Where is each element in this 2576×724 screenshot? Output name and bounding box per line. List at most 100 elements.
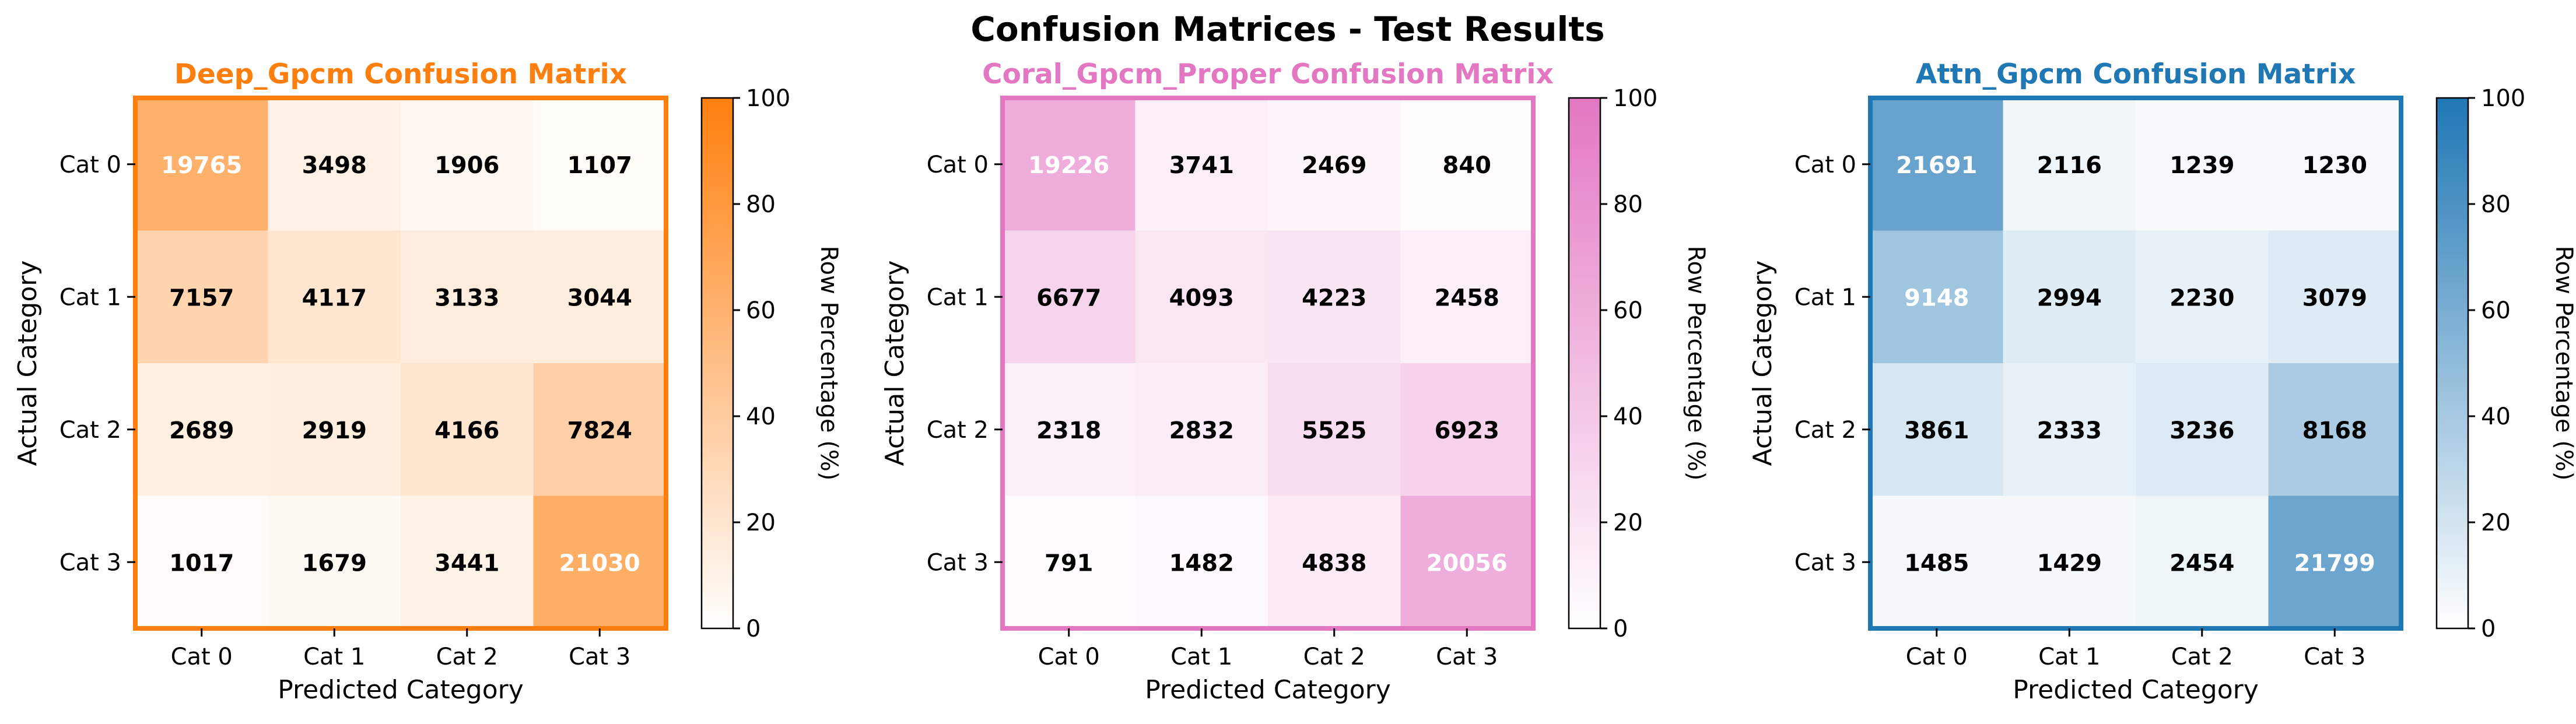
cell-value-label: 9148 [1904, 284, 1969, 311]
heatmap-cell [401, 363, 534, 496]
colorbar [1568, 97, 1601, 630]
colorbar-tick-label: 40 [1613, 403, 1643, 430]
y-axis-label: Actual Category [1748, 261, 1778, 466]
cell-value-label: 3741 [1169, 152, 1234, 179]
cell-value-label: 1679 [302, 550, 367, 577]
heatmap-cell [135, 98, 268, 231]
cell-value-label: 3044 [567, 284, 632, 311]
cell-value-label: 1230 [2302, 152, 2367, 179]
x-tick-label: Cat 2 [2171, 644, 2233, 670]
cell-value-label: 7157 [169, 284, 234, 311]
figure-title: Confusion Matrices - Test Results [970, 9, 1604, 49]
y-tick-label: Cat 1 [59, 284, 121, 311]
heatmap-cell [1400, 230, 1534, 364]
panel-title: Deep_Gpcm Confusion Matrix [174, 58, 627, 90]
heatmap-cell [1003, 98, 1135, 231]
cell-value-label: 1017 [169, 550, 234, 577]
x-tick-label: Cat 0 [1906, 644, 1968, 670]
heatmap-cell [2268, 495, 2402, 629]
colorbar-tick-label: 60 [746, 297, 776, 324]
heatmap-cell [2003, 98, 2136, 231]
y-tick-label: Cat 3 [1795, 549, 1856, 576]
panel-title: Coral_Gpcm_Proper Confusion Matrix [982, 58, 1554, 90]
heatmap-cell [1135, 230, 1268, 364]
y-tick-label: Cat 2 [1795, 417, 1856, 444]
cell-value-label: 2333 [2037, 417, 2102, 444]
cell-value-label: 21799 [2294, 550, 2375, 577]
cell-value-label: 1107 [567, 152, 632, 179]
colorbar-label: Row Percentage (%) [815, 246, 842, 481]
heatmap-cell [1400, 363, 1534, 496]
cell-value-label: 4223 [1302, 284, 1366, 311]
x-tick-label: Cat 2 [436, 644, 498, 670]
cell-value-label: 4838 [1302, 550, 1366, 577]
heatmap-cell [1268, 495, 1401, 629]
cell-value-label: 1239 [2170, 152, 2234, 179]
heatmap-cell [1268, 98, 1401, 231]
heatmap-cell [1135, 495, 1268, 629]
heatmap-cell [268, 230, 401, 364]
x-tick-label: Cat 3 [569, 644, 630, 670]
y-tick-label: Cat 1 [1795, 284, 1856, 311]
heatmap-cell [2136, 363, 2269, 496]
confusion-matrix-panel: Attn_Gpcm Confusion Matrix 21691 2116 1239 1… [1748, 58, 2576, 705]
heatmap-cell [268, 98, 401, 231]
heatmap-cell [1268, 363, 1401, 496]
heatmap-cell [2268, 230, 2402, 364]
heatmap-cell [2136, 230, 2269, 364]
panel-title: Attn_Gpcm Confusion Matrix [1916, 58, 2356, 90]
cell-value-label: 3079 [2302, 284, 2367, 311]
cell-value-label: 5525 [1302, 417, 1366, 444]
cell-value-label: 1429 [2037, 550, 2102, 577]
cell-value-label: 2689 [169, 417, 234, 444]
colorbar-tick-label: 60 [2481, 297, 2511, 324]
x-tick-label: Cat 3 [2304, 644, 2365, 670]
colorbar-tick-label: 80 [1613, 191, 1643, 218]
x-tick-label: Cat 3 [1436, 644, 1498, 670]
y-tick-label: Cat 0 [59, 152, 121, 178]
cell-value-label: 6923 [1435, 417, 1499, 444]
cell-value-label: 791 [1045, 550, 1094, 577]
x-tick-label: Cat 2 [1303, 644, 1365, 670]
cell-value-label: 7824 [567, 417, 632, 444]
cell-value-label: 2318 [1036, 417, 1101, 444]
cell-value-label: 2458 [1435, 284, 1499, 311]
x-tick-label: Cat 1 [1170, 644, 1232, 670]
x-tick-label: Cat 1 [2038, 644, 2100, 670]
cell-value-label: 19226 [1028, 152, 1109, 179]
colorbar-tick-label: 0 [1613, 616, 1628, 642]
cell-value-label: 2230 [2170, 284, 2234, 311]
heatmap-cell [1135, 363, 1268, 496]
heatmap-cell [135, 230, 268, 364]
heatmap-cell [2268, 98, 2402, 231]
heatmap-border [1868, 96, 2403, 631]
heatmap-cell [1135, 98, 1268, 231]
x-tick-label: Cat 1 [303, 644, 365, 670]
colorbar-tick-label: 20 [746, 509, 776, 536]
colorbar-tick-label: 40 [2481, 403, 2511, 430]
heatmap-cell [533, 363, 667, 496]
cell-value-label: 3133 [434, 284, 499, 311]
y-tick-label: Cat 1 [927, 284, 989, 311]
cell-value-label: 4093 [1169, 284, 1234, 311]
y-tick-label: Cat 0 [1795, 152, 1856, 178]
cell-value-label: 2919 [302, 417, 367, 444]
panels: Deep_Gpcm Confusion Matrix 19765 3498 1906 1… [13, 58, 2576, 705]
y-axis-label: Actual Category [13, 261, 43, 466]
colorbar-tick-label: 80 [2481, 191, 2511, 218]
cell-value-label: 2994 [2037, 284, 2102, 311]
y-tick-label: Cat 2 [59, 417, 121, 444]
x-tick-label: Cat 0 [171, 644, 233, 670]
colorbar [700, 97, 734, 630]
colorbar-tick-label: 100 [746, 85, 790, 112]
y-tick-label: Cat 3 [59, 549, 121, 576]
cell-value-label: 4117 [302, 284, 367, 311]
cell-value-label: 3441 [434, 550, 499, 577]
heatmap-cell [401, 495, 534, 629]
cell-value-label: 1485 [1904, 550, 1969, 577]
colorbar-tick-label: 0 [746, 616, 760, 642]
heatmap-cell [1870, 363, 2003, 496]
heatmap-cell [1003, 495, 1135, 629]
cell-value-label: 3861 [1904, 417, 1969, 444]
heatmap-cell [401, 98, 534, 231]
